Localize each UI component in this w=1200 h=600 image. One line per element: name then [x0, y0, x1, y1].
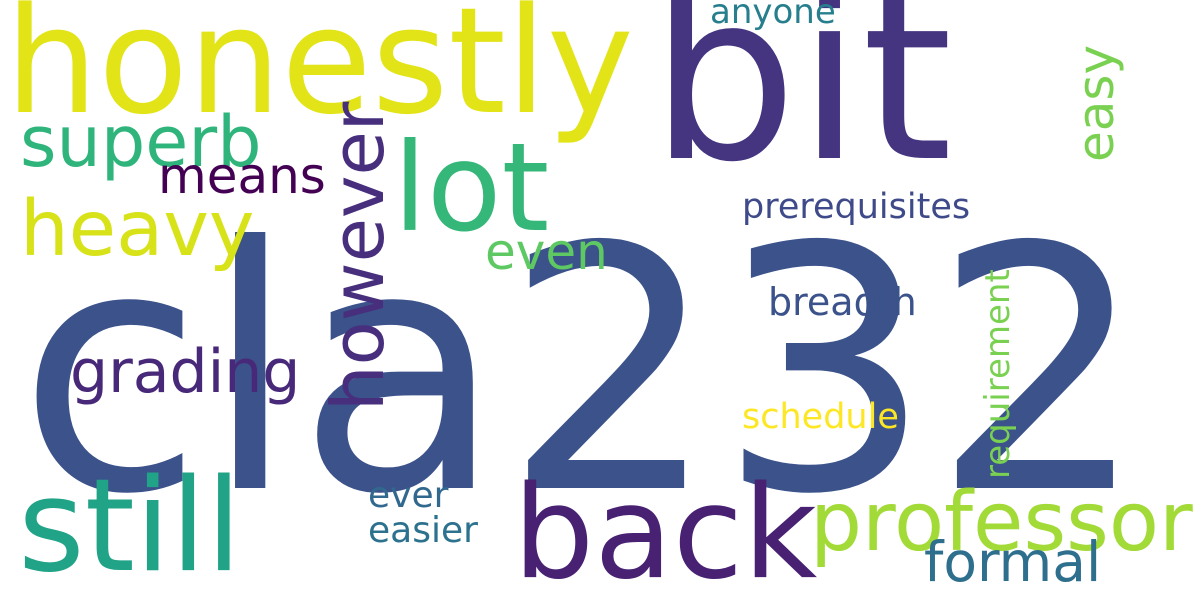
word-formal: formal — [924, 530, 1102, 594]
word-means: means — [158, 147, 326, 205]
word-heavy: heavy — [20, 185, 255, 274]
word-professor: professor — [810, 475, 1193, 570]
word-grading: grading — [70, 337, 301, 407]
word-easy: easy — [1067, 44, 1125, 162]
word-anyone: anyone — [710, 0, 836, 32]
word-prerequisites: prerequisites — [742, 187, 971, 227]
word-requirement: requirement — [978, 269, 1018, 479]
word-easier: easier — [368, 510, 478, 551]
word-cla232: cla232 — [18, 176, 1147, 568]
word-superb: superb — [20, 101, 262, 183]
word-breadth: breadth — [768, 280, 917, 324]
word-ever: ever — [368, 475, 449, 516]
word-even: even — [485, 223, 608, 281]
word-however: however — [316, 101, 400, 411]
word-bit: bit — [650, 0, 953, 213]
word-schedule: schedule — [742, 397, 899, 437]
word-lot: lot — [393, 117, 550, 259]
word-still: still — [18, 452, 242, 600]
word-honestly: honestly — [5, 0, 634, 147]
word-back: back — [513, 459, 818, 600]
